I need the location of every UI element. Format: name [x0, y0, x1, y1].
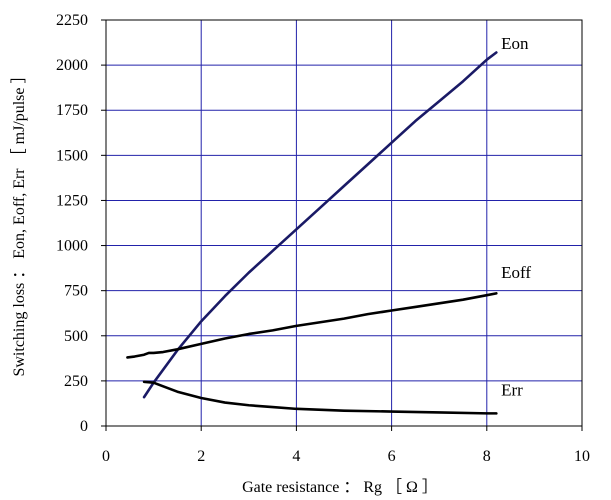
- y-tick-label: 1000: [56, 238, 88, 255]
- x-axis-label: Gate resistance ： Rg ［ Ω ］: [242, 478, 438, 496]
- y-tick-label: 750: [64, 283, 88, 300]
- label-layer: Gate resistance ： Rg ［ Ω ］ Switching los…: [10, 67, 438, 496]
- y-tick-label: 2000: [56, 57, 88, 74]
- series-line-eoff: [126, 292, 498, 359]
- y-tick-label: 1750: [56, 102, 88, 119]
- x-tick-label: 0: [102, 448, 110, 465]
- series-label-eoff: Eoff: [501, 263, 531, 282]
- x-tick-label: 2: [197, 448, 205, 465]
- x-tick-label: 6: [388, 448, 396, 465]
- x-tick-label: 4: [292, 448, 300, 465]
- grid-layer: [106, 20, 582, 426]
- y-tick-label: 2250: [56, 12, 88, 29]
- y-tick-label: 250: [64, 373, 88, 390]
- y-tick-label: 500: [64, 328, 88, 345]
- y-tick-label: 1250: [56, 192, 88, 209]
- series-line-err: [142, 380, 498, 415]
- y-tick-label: 1500: [56, 147, 88, 164]
- series-label-eon: Eon: [501, 34, 529, 53]
- x-tick-label: 10: [574, 448, 590, 465]
- x-tick-label: 8: [483, 448, 491, 465]
- tick-layer: 0 2 4 6 8 10 0 250 500 750 1000 1250 1500 1750 2000 225…: [56, 12, 590, 465]
- series-layer: [126, 51, 498, 415]
- y-tick-label: 0: [80, 418, 88, 435]
- series-line-eon: [142, 51, 498, 399]
- plot-frame-layer: [105, 19, 583, 427]
- series-label-err: Err: [501, 380, 523, 399]
- plot-frame: [105, 19, 583, 427]
- y-axis-label: Switching loss ： Eon, Eoff, Err ［ mJ/pul…: [10, 67, 28, 376]
